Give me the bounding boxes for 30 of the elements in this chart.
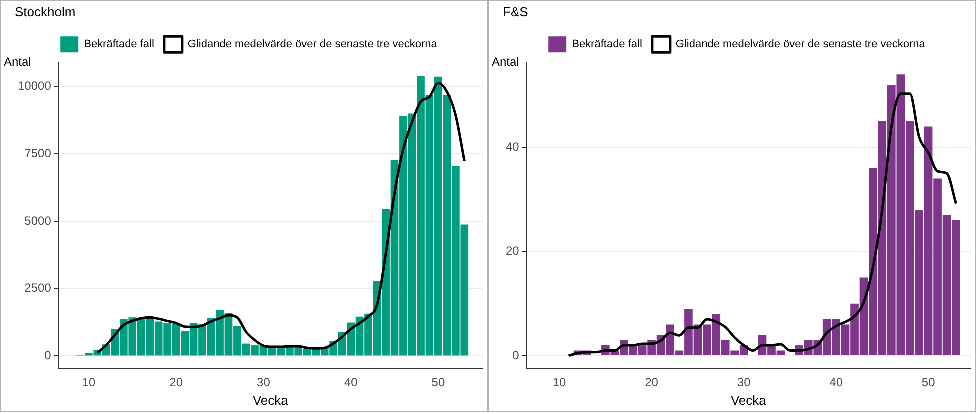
y-axis-title: Antal bbox=[4, 54, 32, 69]
y-tick-label: 7500 bbox=[24, 146, 52, 160]
y-tick-label: 5000 bbox=[24, 214, 52, 228]
y-tick-label: 40 bbox=[506, 140, 520, 154]
y-axis-title: Antal bbox=[492, 54, 520, 69]
chart-title: F&S bbox=[503, 4, 529, 20]
x-tick-label: 40 bbox=[344, 376, 358, 390]
x-axis-title: Vecka bbox=[252, 392, 290, 408]
y-tick-label: 20 bbox=[506, 244, 520, 258]
x-axis-title: Vecka bbox=[730, 392, 768, 408]
x-tick-label: 20 bbox=[170, 376, 184, 390]
legend-label: Glidande medelvärde över de senaste tre veckorna bbox=[188, 38, 438, 51]
x-tick-label: 10 bbox=[82, 376, 96, 390]
y-tick-label: 2500 bbox=[24, 281, 52, 296]
y-tick-label: 0 bbox=[44, 348, 52, 363]
line-series bbox=[96, 82, 466, 354]
x-tick-label: 50 bbox=[432, 376, 446, 390]
x-tick-label: 20 bbox=[645, 376, 659, 390]
x-tick-label: 30 bbox=[257, 376, 271, 390]
chart-title: Stockholm bbox=[15, 4, 76, 20]
y-tick-label: 10000 bbox=[18, 79, 52, 94]
line-series bbox=[568, 92, 958, 358]
legend-label: Bekräftade fall bbox=[572, 38, 642, 51]
y-tick-label: 0 bbox=[512, 348, 520, 362]
x-tick-label: 30 bbox=[737, 376, 752, 390]
x-tick-label: 10 bbox=[552, 376, 567, 390]
x-tick-label: 40 bbox=[830, 376, 844, 390]
legend-label: Bekräftade fall bbox=[84, 38, 154, 51]
legend-label: Glidande medelvärde över de senaste tre veckorna bbox=[676, 38, 926, 51]
x-tick-label: 50 bbox=[922, 376, 936, 390]
